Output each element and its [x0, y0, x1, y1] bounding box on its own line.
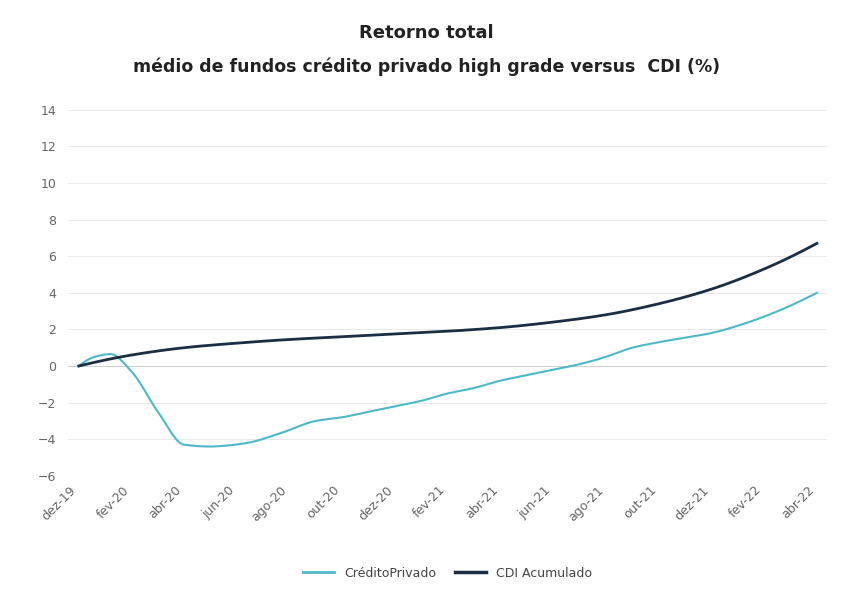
- Text: Retorno total: Retorno total: [359, 24, 493, 43]
- Text: médio de fundos crédito privado high grade versus  CDI (%): médio de fundos crédito privado high gra…: [133, 58, 719, 76]
- Legend: CréditoPrivado, CDI Acumulado: CréditoPrivado, CDI Acumulado: [298, 562, 596, 585]
